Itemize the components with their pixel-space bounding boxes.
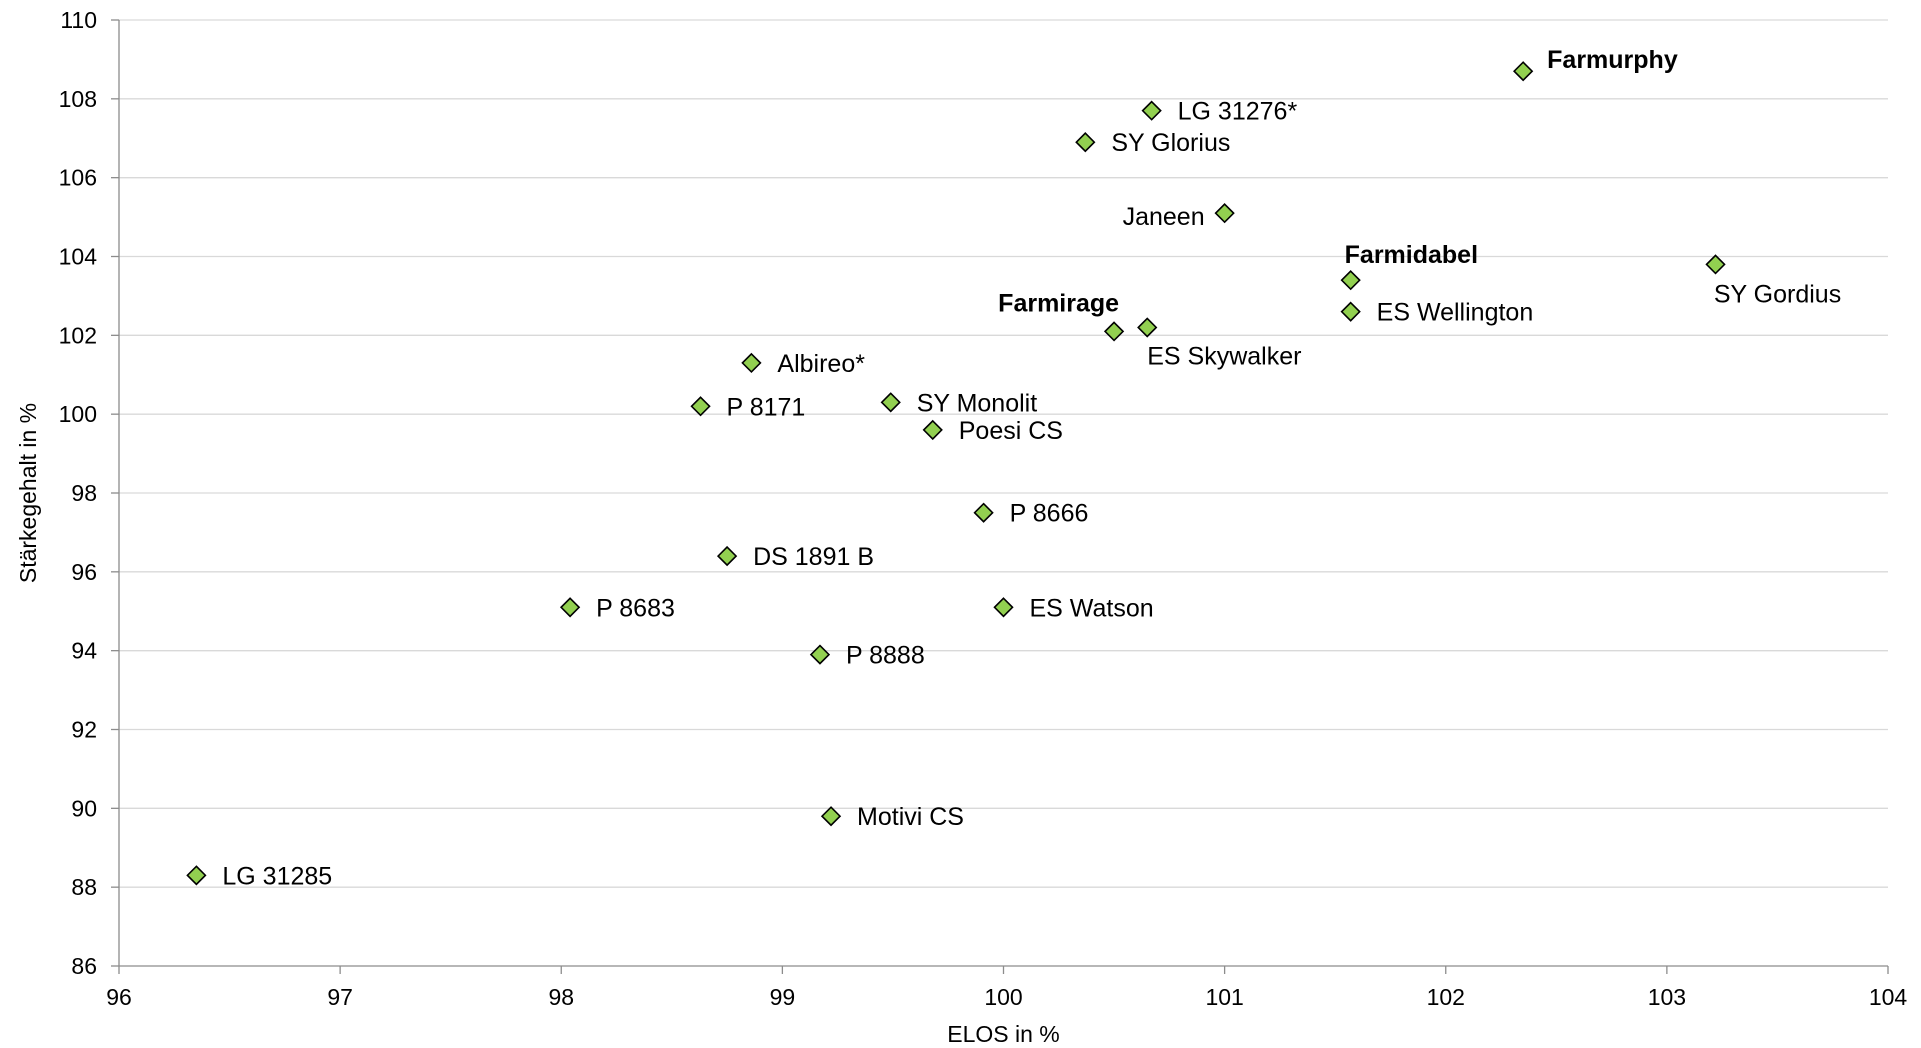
data-point-marker (690, 396, 711, 417)
data-point-marker (1141, 100, 1162, 121)
data-point-label: Janeen (1123, 203, 1205, 231)
y-tick-label: 100 (59, 401, 97, 427)
y-tick-label: 106 (59, 165, 97, 191)
data-point-marker (1137, 317, 1158, 338)
data-point-label: ES Wellington (1377, 299, 1534, 327)
data-point-marker (1340, 301, 1361, 322)
x-tick-label: 100 (984, 984, 1022, 1010)
y-tick-label: 104 (59, 244, 98, 270)
y-tick-label: 110 (60, 7, 97, 33)
data-point-marker (820, 806, 842, 827)
data-point-label: LG 31276* (1178, 98, 1298, 126)
data-point-marker (741, 352, 762, 374)
x-tick-label: 99 (770, 984, 796, 1010)
data-point-marker (809, 644, 831, 665)
data-point-marker (1513, 61, 1534, 82)
y-tick-label: 88 (71, 874, 97, 900)
gridlines (119, 19, 1888, 888)
data-point-marker (716, 545, 738, 567)
data-point-label: P 8666 (1010, 500, 1089, 528)
data-point-label: SY Glorius (1111, 129, 1230, 157)
y-axis-label: Stärkegehalt in % (15, 403, 41, 583)
x-tick-label: 102 (1427, 984, 1465, 1010)
data-point-marker (1103, 321, 1125, 342)
x-tick-label: 101 (1205, 984, 1243, 1010)
data-point-label: Motivi CS (857, 803, 964, 831)
data-point-label: P 8888 (846, 642, 925, 670)
x-tick-label: 104 (1869, 984, 1908, 1010)
y-tick-label: 90 (71, 795, 97, 821)
data-point-label: Poesi CS (959, 417, 1063, 445)
data-point-label: ES Watson (1030, 594, 1154, 622)
data-point-label: Farmirage (998, 289, 1119, 317)
data-point-marker (1705, 254, 1726, 275)
data-point-marker (1214, 203, 1235, 224)
data-point-label: Farmurphy (1547, 46, 1678, 74)
x-tick-label: 103 (1648, 984, 1686, 1010)
data-point-marker (922, 419, 943, 441)
x-tick-label: 96 (106, 984, 132, 1010)
y-tick-label: 108 (59, 86, 97, 112)
y-tick-label: 98 (71, 480, 97, 506)
x-axis-label: ELOS in % (947, 1021, 1060, 1047)
data-point-label: LG 31285 (222, 862, 332, 890)
data-point-label: P 8171 (727, 393, 806, 421)
data-point-marker (559, 597, 581, 618)
x-tick-label: 98 (548, 984, 574, 1010)
data-point-label: Farmidabel (1345, 241, 1478, 269)
data-point-marker (993, 597, 1014, 618)
data-point-label: DS 1891 B (753, 543, 874, 571)
data-point-label: SY Gordius (1714, 280, 1841, 308)
data-point-label: ES Skywalker (1147, 342, 1301, 370)
data-point-label: Albireo* (777, 350, 865, 378)
y-tick-label: 92 (71, 717, 97, 743)
y-tick-label: 102 (59, 322, 97, 348)
axes (111, 19, 1889, 974)
data-points: Farmurphy LG 31276* SY Glorius Janeen Farmid… (186, 46, 1841, 890)
tick-labels: 86 88 90 92 94 96 98 100 102 104 106 108 110 96 97 98 99… (59, 7, 1908, 1010)
data-point-marker (1340, 270, 1361, 291)
x-tick-label: 97 (327, 984, 353, 1010)
data-point-label: P 8683 (596, 594, 675, 622)
data-point-marker (973, 502, 994, 523)
data-point-marker (880, 392, 901, 413)
data-point-marker (186, 865, 207, 886)
y-tick-label: 86 (71, 953, 97, 979)
y-tick-label: 96 (71, 559, 97, 585)
data-point-label: SY Monolit (917, 389, 1037, 417)
y-tick-label: 94 (71, 638, 97, 664)
data-point-marker (1075, 132, 1096, 153)
